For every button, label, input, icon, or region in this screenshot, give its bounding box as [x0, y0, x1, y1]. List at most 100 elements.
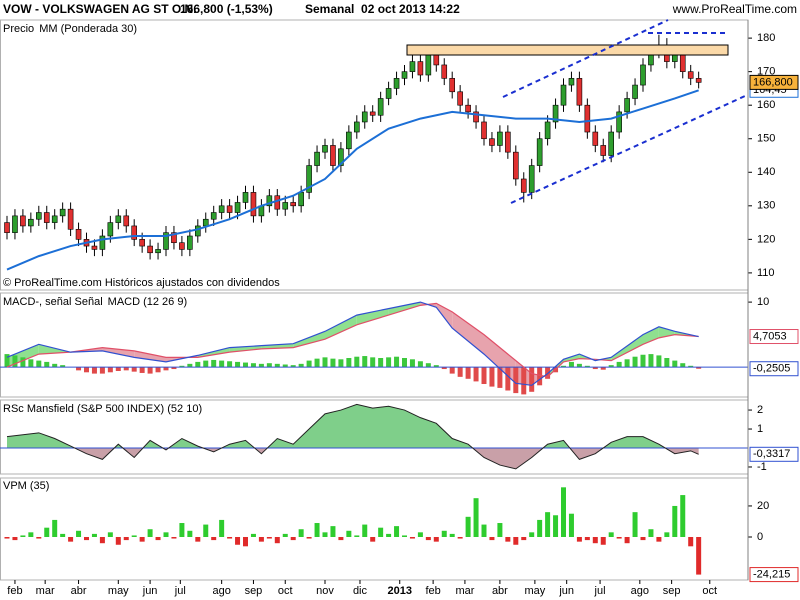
bar — [386, 533, 392, 537]
histogram-bar — [274, 363, 280, 368]
bar — [696, 536, 702, 575]
bar — [553, 515, 559, 537]
value-label: 4,7053 — [753, 330, 787, 342]
bar — [497, 523, 503, 537]
x-tick-label: ago — [631, 585, 649, 597]
bar — [505, 536, 511, 542]
x-tick-label: sep — [663, 585, 681, 597]
bar — [378, 527, 384, 537]
y-tick-label: 140 — [757, 166, 775, 178]
bar — [338, 536, 344, 541]
bar — [680, 495, 686, 537]
bar — [107, 532, 113, 537]
bar — [409, 536, 415, 539]
bar — [219, 519, 225, 537]
bar — [195, 536, 201, 542]
bar — [211, 536, 217, 541]
candle-body — [417, 61, 424, 76]
y-tick-label: 120 — [757, 233, 775, 245]
histogram-bar — [513, 367, 519, 394]
histogram-bar — [648, 354, 654, 368]
histogram-bar — [250, 363, 256, 368]
bar — [28, 532, 34, 537]
histogram-bar — [402, 358, 407, 368]
bar — [656, 536, 662, 542]
candle-body — [274, 195, 281, 210]
histogram-bar — [139, 367, 145, 373]
bar — [330, 526, 336, 537]
candle-body — [91, 245, 98, 250]
bar — [346, 530, 352, 537]
bar — [600, 536, 606, 545]
x-tick-label: oct — [278, 585, 293, 597]
histogram-bar — [362, 356, 368, 368]
bar — [306, 536, 312, 539]
histogram-bar — [696, 367, 702, 369]
bar — [529, 532, 535, 537]
bar — [243, 536, 248, 547]
period: Semanal 02 oct 2013 14:22 — [305, 2, 460, 16]
candle-body — [560, 84, 567, 106]
histogram-bar — [465, 367, 471, 379]
histogram-bar — [314, 358, 320, 368]
candle-body — [409, 61, 416, 72]
histogram-bar — [441, 367, 447, 370]
histogram-bar — [290, 365, 296, 368]
moving-average — [6, 89, 699, 271]
histogram-bar — [632, 356, 638, 368]
histogram-bar — [44, 361, 50, 368]
histogram-bar — [584, 365, 590, 368]
candle-body — [457, 91, 463, 106]
bar — [250, 533, 256, 537]
histogram-bar — [386, 357, 392, 368]
y-tick-label: 180 — [757, 32, 775, 44]
candle-body — [536, 138, 543, 166]
bar — [616, 536, 622, 539]
bar — [425, 536, 431, 541]
histogram-bar — [306, 360, 312, 368]
candle-body — [282, 202, 289, 210]
histogram-bar — [433, 365, 439, 368]
histogram-bar — [235, 361, 241, 368]
histogram-bar — [123, 367, 129, 371]
bar — [672, 505, 678, 537]
histogram-bar — [147, 367, 153, 374]
value-label: 166,800 — [753, 76, 793, 88]
histogram-bar — [664, 358, 670, 368]
x-tick-label: oct — [702, 585, 717, 597]
candle-body — [600, 145, 607, 156]
histogram-bar — [672, 360, 678, 368]
candle-body — [330, 145, 336, 166]
candle-body — [473, 111, 479, 123]
macd-band — [452, 311, 484, 355]
y-tick-label: 170 — [757, 66, 775, 78]
histogram-bar — [163, 367, 169, 371]
histogram-bar — [84, 367, 89, 373]
bar — [131, 535, 137, 537]
candle-body — [107, 222, 114, 237]
histogram-bar — [52, 363, 58, 368]
value-label-box — [749, 361, 799, 377]
candle-body — [28, 218, 34, 227]
candle-body — [528, 165, 535, 193]
candle-body — [441, 64, 448, 79]
candle-body — [226, 205, 233, 213]
bar — [314, 523, 320, 537]
macd-band — [134, 350, 166, 362]
candle-body — [131, 225, 137, 240]
bar — [266, 536, 272, 539]
candle-body — [306, 165, 312, 193]
candle-body — [314, 151, 320, 166]
candle-body — [687, 71, 694, 79]
bar — [258, 536, 264, 542]
candle-body — [250, 192, 257, 217]
x-tick-label: jul — [174, 585, 186, 597]
bar — [457, 536, 463, 539]
candle-body — [195, 225, 201, 237]
histogram-bar — [155, 367, 161, 373]
bar — [545, 512, 551, 537]
bar — [227, 536, 233, 539]
candle-body — [353, 121, 360, 133]
candle-body — [43, 212, 50, 223]
bar — [99, 536, 105, 544]
